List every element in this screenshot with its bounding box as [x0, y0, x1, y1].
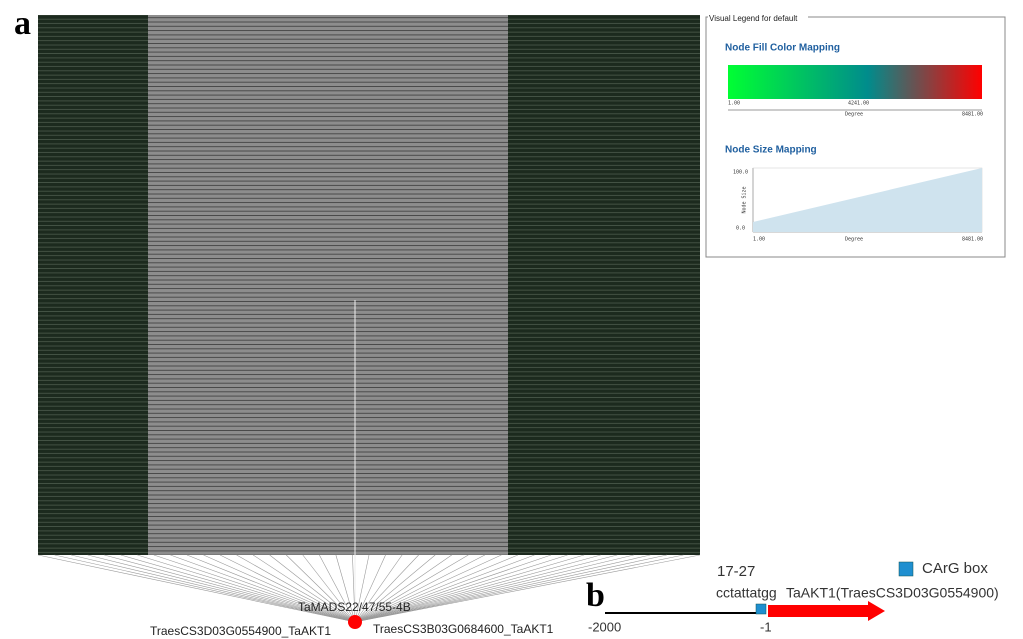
- edge: [354, 554, 701, 623]
- edge: [104, 554, 356, 623]
- edge: [354, 554, 370, 623]
- color-bar: [728, 65, 982, 99]
- edge: [37, 554, 356, 623]
- panel-label: b: [586, 577, 605, 614]
- edge: [354, 554, 436, 623]
- position-label: 17-27: [717, 563, 755, 580]
- network: [37, 15, 701, 629]
- start-label: -2000: [588, 619, 621, 634]
- tick-label: 4241.00: [848, 101, 869, 107]
- edge: [87, 554, 356, 623]
- edge: [236, 554, 356, 623]
- edge: [219, 554, 356, 623]
- edge: [354, 554, 519, 623]
- edge: [302, 554, 356, 623]
- node-label: TraesCS3B03G0684600_TaAKT1: [373, 622, 554, 636]
- edge: [354, 554, 634, 623]
- edge: [354, 554, 485, 623]
- edge: [186, 554, 356, 623]
- tick-label: 100.0: [733, 170, 748, 176]
- edge: [153, 554, 356, 623]
- tick-label: 8481.00: [962, 237, 983, 243]
- edge: [354, 554, 419, 623]
- tick-label: 0.0: [736, 226, 745, 232]
- carg-box: [755, 603, 767, 615]
- edge: [120, 554, 356, 623]
- gene-label: TaAKT1(TraesCS3D03G0554900): [786, 585, 999, 601]
- edge: [352, 554, 356, 623]
- edge: [269, 554, 356, 623]
- edge: [354, 554, 684, 623]
- sequence-label: cctattatgg: [716, 585, 777, 601]
- edge: [203, 554, 356, 623]
- gene-arrow: [768, 601, 885, 621]
- edge: [137, 554, 356, 623]
- axis-label: Degree: [845, 237, 863, 243]
- edge: [252, 554, 356, 623]
- legend-label: CArG box: [922, 560, 988, 577]
- tick-label: 1.00: [728, 101, 740, 107]
- edge: [354, 554, 667, 623]
- hub-label: TaMADS22/47/55-4B: [298, 600, 411, 614]
- edge: [354, 554, 469, 623]
- tick-label: 1.00: [753, 237, 765, 243]
- tick-label: 8481.00: [962, 112, 983, 118]
- legend-swatch: [898, 561, 914, 577]
- edge: [354, 554, 601, 623]
- edge: [286, 554, 356, 623]
- edge: [54, 554, 356, 623]
- edge: [354, 554, 386, 623]
- edge: [335, 554, 356, 623]
- edge: [319, 554, 356, 623]
- edge: [354, 554, 535, 623]
- edge: [170, 554, 356, 623]
- edge: [354, 554, 651, 623]
- node-column: [38, 15, 148, 555]
- legend-heading: Node Fill Color Mapping: [725, 43, 840, 54]
- edge: [71, 554, 356, 623]
- legend-title: Visual Legend for default: [709, 14, 798, 23]
- edge: [354, 554, 618, 623]
- node-column: [508, 15, 700, 555]
- edge: [354, 554, 585, 623]
- axis-label: Node Size: [742, 186, 748, 213]
- edge: [354, 554, 452, 623]
- edge: [354, 554, 552, 623]
- edge: [354, 554, 502, 623]
- edge: [354, 554, 403, 623]
- hub-node: [348, 615, 362, 629]
- legend-title-bg: [708, 14, 808, 22]
- legend-heading: Node Size Mapping: [725, 145, 817, 156]
- panel-label: a: [14, 5, 31, 42]
- node-label: TraesCS3D03G0554900_TaAKT1: [150, 624, 331, 638]
- axis-label: Degree: [845, 112, 863, 118]
- size-ramp: [753, 168, 982, 232]
- edge: [354, 554, 568, 623]
- end-label: -1: [760, 619, 772, 634]
